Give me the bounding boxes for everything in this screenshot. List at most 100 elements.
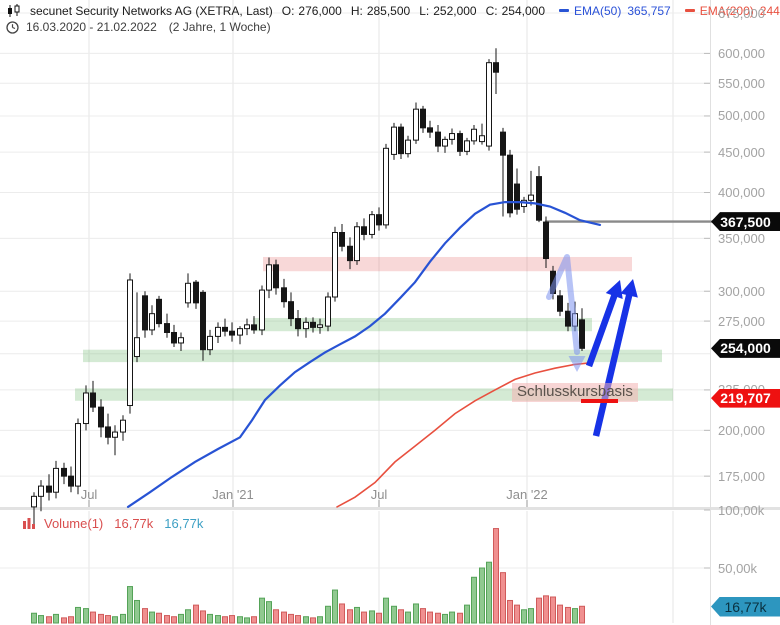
volume-bar[interactable] — [536, 597, 542, 624]
candle[interactable] — [193, 281, 199, 304]
volume-bar[interactable] — [354, 606, 360, 624]
volume-bar[interactable] — [579, 605, 585, 624]
volume-bar[interactable] — [376, 612, 382, 624]
candle[interactable] — [325, 296, 331, 327]
volume-bar[interactable] — [572, 608, 578, 624]
candle[interactable] — [215, 326, 221, 337]
candle[interactable] — [500, 131, 506, 156]
volume-bar[interactable] — [398, 609, 404, 624]
candle[interactable] — [83, 392, 89, 425]
candle[interactable] — [229, 330, 235, 336]
volume-bar[interactable] — [550, 596, 556, 624]
volume-bar[interactable] — [38, 615, 44, 624]
candle[interactable] — [120, 419, 126, 433]
volume-bar[interactable] — [178, 613, 184, 624]
candle[interactable] — [75, 423, 81, 487]
candle[interactable] — [61, 467, 67, 477]
candle[interactable] — [579, 319, 585, 349]
candle[interactable] — [420, 108, 426, 129]
volume-bar[interactable] — [200, 610, 206, 624]
volume-bar[interactable] — [112, 616, 118, 624]
volume-bar[interactable] — [61, 617, 67, 624]
volume-bar[interactable] — [120, 613, 126, 624]
volume-bar[interactable] — [142, 608, 148, 624]
volume-bar[interactable] — [500, 572, 506, 624]
volume-indicator-label[interactable]: Volume(1) — [44, 515, 104, 531]
volume-bar[interactable] — [83, 608, 89, 624]
candle[interactable] — [156, 298, 162, 325]
candle[interactable] — [200, 291, 206, 351]
volume-bar[interactable] — [149, 611, 155, 624]
volume-bar[interactable] — [164, 615, 170, 624]
candle[interactable] — [90, 392, 96, 408]
volume-bar[interactable] — [435, 612, 441, 624]
candle[interactable] — [105, 426, 111, 438]
volume-bar[interactable] — [288, 613, 294, 624]
candle[interactable] — [303, 321, 309, 330]
volume-bar[interactable] — [543, 595, 549, 624]
candle[interactable] — [471, 128, 477, 142]
volume-bar[interactable] — [244, 617, 250, 624]
candle[interactable] — [369, 214, 375, 235]
candle[interactable] — [339, 232, 345, 247]
candles[interactable] — [31, 48, 585, 527]
candle[interactable] — [317, 324, 323, 328]
candle[interactable] — [507, 154, 513, 214]
volume-bars[interactable] — [31, 528, 585, 624]
volume-bar[interactable] — [442, 613, 448, 624]
volume-bar[interactable] — [295, 615, 301, 624]
candle[interactable] — [134, 337, 140, 358]
volume-bar[interactable] — [303, 616, 309, 624]
candle[interactable] — [332, 232, 338, 298]
candle[interactable] — [457, 133, 463, 152]
volume-bar[interactable] — [479, 567, 485, 624]
candle[interactable] — [543, 221, 549, 260]
candle[interactable] — [178, 337, 184, 344]
volume-bar[interactable] — [486, 561, 492, 624]
volume-bar[interactable] — [105, 615, 111, 624]
candle[interactable] — [259, 289, 265, 331]
volume-bar[interactable] — [514, 604, 520, 624]
volume-bar[interactable] — [127, 586, 133, 624]
candle[interactable] — [361, 226, 367, 235]
candle[interactable] — [31, 495, 37, 508]
volume-bar[interactable] — [98, 613, 104, 624]
volume-bar[interactable] — [273, 609, 279, 624]
candle[interactable] — [207, 335, 213, 351]
volume-bar[interactable] — [420, 608, 426, 624]
volume-bar[interactable] — [332, 589, 338, 624]
candle[interactable] — [449, 133, 455, 140]
candle[interactable] — [149, 313, 155, 331]
candle[interactable] — [46, 485, 52, 493]
candle[interactable] — [127, 279, 133, 407]
volume-bar[interactable] — [237, 616, 243, 624]
volume-bar[interactable] — [171, 616, 177, 624]
candle[interactable] — [398, 126, 404, 155]
volume-bar[interactable] — [31, 612, 37, 624]
volume-bar[interactable] — [339, 603, 345, 624]
candle[interactable] — [435, 131, 441, 147]
volume-bar[interactable] — [185, 609, 191, 624]
volume-bar[interactable] — [347, 609, 353, 624]
volume-bar[interactable] — [251, 616, 257, 624]
volume-bar[interactable] — [413, 603, 419, 624]
candle[interactable] — [442, 138, 448, 147]
candle[interactable] — [222, 326, 228, 332]
candle[interactable] — [112, 431, 118, 438]
volume-bar[interactable] — [528, 608, 534, 624]
candle[interactable] — [514, 183, 520, 210]
volume-bar[interactable] — [222, 616, 228, 624]
volume-bar[interactable] — [259, 597, 265, 624]
candle[interactable] — [557, 295, 563, 312]
volume-bar[interactable] — [215, 615, 221, 624]
candle[interactable] — [288, 301, 294, 320]
candle[interactable] — [383, 147, 389, 226]
candle[interactable] — [405, 139, 411, 155]
candle[interactable] — [354, 226, 360, 262]
volume-bar[interactable] — [471, 576, 477, 624]
candle[interactable] — [98, 406, 104, 428]
candle[interactable] — [479, 135, 485, 143]
volume-bar[interactable] — [325, 605, 331, 624]
candle[interactable] — [68, 475, 74, 487]
